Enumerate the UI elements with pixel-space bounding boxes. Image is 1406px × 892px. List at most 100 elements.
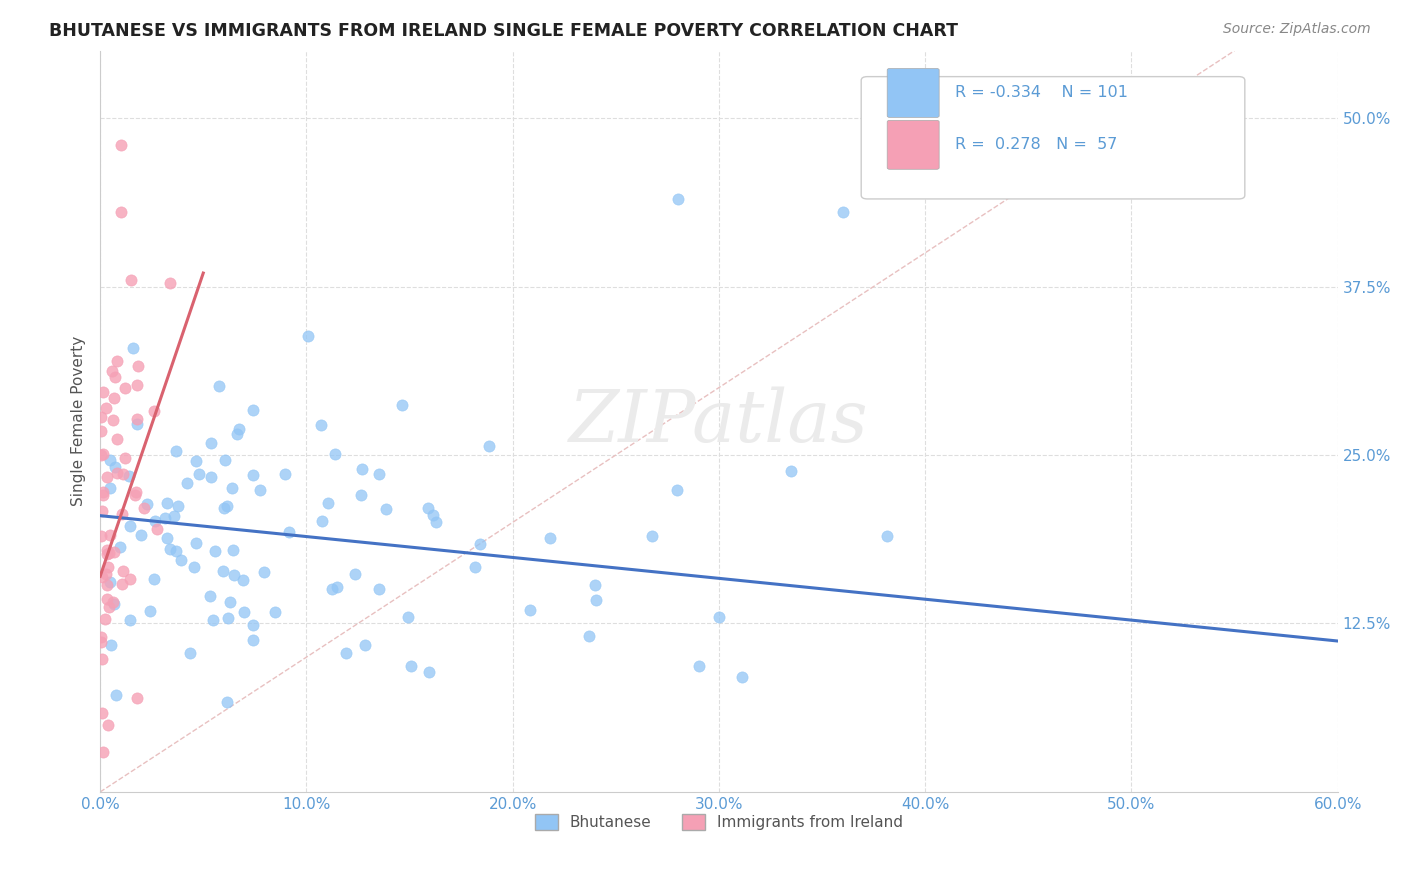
Point	[578, 629, 600, 643]
Point	[90, 448, 112, 462]
Point	[100, 638, 122, 652]
Point	[110, 205, 132, 219]
Point	[124, 488, 146, 502]
Point	[90, 570, 112, 584]
Point	[105, 353, 128, 368]
Point	[100, 574, 122, 589]
Point	[519, 603, 541, 617]
Point	[222, 542, 245, 557]
Point	[91, 706, 114, 720]
Text: R =  0.278   N =  57: R = 0.278 N = 57	[955, 137, 1118, 153]
Point	[127, 690, 149, 705]
Point	[103, 545, 125, 559]
Point	[114, 450, 136, 465]
Point	[94, 401, 117, 416]
Point	[96, 592, 118, 607]
Y-axis label: Single Female Poverty: Single Female Poverty	[72, 336, 86, 507]
FancyBboxPatch shape	[887, 69, 939, 118]
Point	[232, 605, 254, 619]
Point	[97, 546, 120, 560]
Point	[101, 413, 124, 427]
Point	[242, 403, 264, 417]
Point	[478, 439, 501, 453]
Point	[186, 454, 208, 468]
Point	[321, 582, 343, 596]
Point	[96, 578, 118, 592]
Point	[274, 467, 297, 481]
Point	[159, 276, 181, 290]
Point	[118, 613, 141, 627]
Point	[125, 378, 148, 392]
Point	[585, 593, 607, 607]
Point	[142, 404, 165, 418]
Point	[104, 688, 127, 702]
Point	[226, 427, 249, 442]
Point	[391, 398, 413, 412]
Point	[538, 531, 561, 545]
Point	[91, 484, 114, 499]
Point	[120, 518, 142, 533]
Point	[179, 646, 201, 660]
Point	[96, 470, 118, 484]
Legend: Bhutanese, Immigrants from Ireland: Bhutanese, Immigrants from Ireland	[529, 808, 910, 836]
Point	[200, 470, 222, 484]
Point	[97, 560, 120, 574]
Point	[731, 670, 754, 684]
Point	[688, 659, 710, 673]
Point	[105, 466, 128, 480]
Point	[165, 544, 187, 558]
Point	[122, 341, 145, 355]
Point	[242, 617, 264, 632]
Point	[217, 695, 239, 709]
Point	[114, 381, 136, 395]
Point	[98, 528, 121, 542]
Point	[354, 639, 377, 653]
Point	[211, 565, 233, 579]
Point	[666, 483, 689, 497]
Point	[367, 582, 389, 597]
Point	[217, 611, 239, 625]
Point	[249, 483, 271, 497]
Point	[323, 447, 346, 461]
Point	[311, 514, 333, 528]
Point	[221, 481, 243, 495]
Point	[125, 485, 148, 500]
Point	[90, 504, 112, 518]
Point	[105, 432, 128, 446]
Text: BHUTANESE VS IMMIGRANTS FROM IRELAND SINGLE FEMALE POVERTY CORRELATION CHART: BHUTANESE VS IMMIGRANTS FROM IRELAND SIN…	[49, 22, 959, 40]
Point	[278, 525, 301, 540]
Point	[215, 500, 238, 514]
Point	[166, 499, 188, 513]
Point	[232, 573, 254, 587]
Text: Source: ZipAtlas.com: Source: ZipAtlas.com	[1223, 22, 1371, 37]
Point	[103, 598, 125, 612]
Point	[138, 604, 160, 618]
Point	[91, 745, 114, 759]
Point	[326, 580, 349, 594]
Point	[101, 364, 124, 378]
Point	[153, 510, 176, 524]
Point	[202, 613, 225, 627]
Point	[112, 467, 135, 481]
FancyBboxPatch shape	[862, 77, 1244, 199]
Point	[96, 542, 118, 557]
Point	[418, 500, 440, 515]
Point	[163, 508, 186, 523]
Point	[103, 391, 125, 405]
Point	[170, 553, 193, 567]
Point	[335, 646, 357, 660]
Point	[831, 205, 853, 219]
Point	[184, 535, 207, 549]
Point	[118, 469, 141, 483]
Point	[422, 508, 444, 522]
Point	[222, 567, 245, 582]
Point	[165, 443, 187, 458]
Point	[90, 410, 112, 425]
Point	[297, 328, 319, 343]
Point	[399, 658, 422, 673]
Point	[264, 605, 287, 619]
Point	[198, 589, 221, 603]
Point	[96, 547, 118, 561]
Point	[707, 609, 730, 624]
Point	[145, 514, 167, 528]
